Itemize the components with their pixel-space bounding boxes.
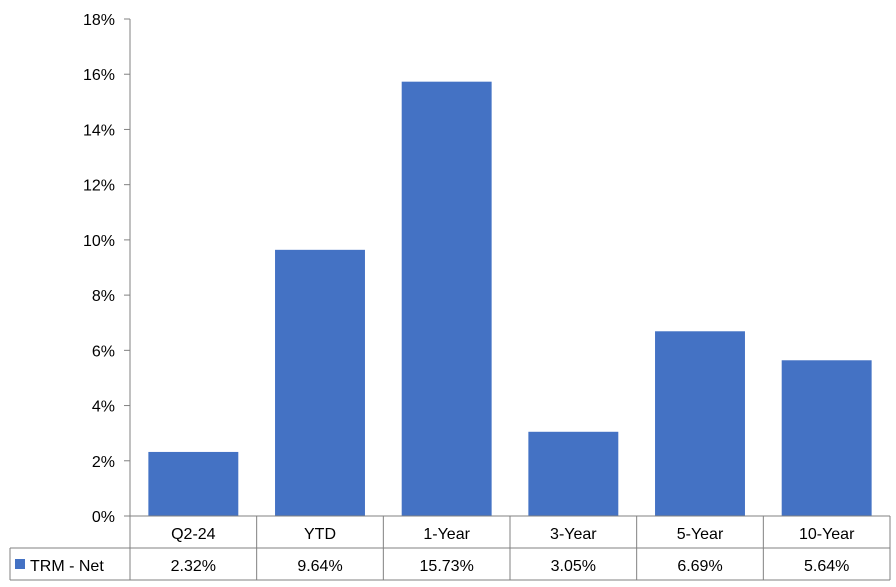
data-value-label: 6.69% xyxy=(677,558,722,575)
y-tick-label: 18% xyxy=(83,12,115,29)
y-tick-label: 10% xyxy=(83,233,115,250)
data-value-label: 3.05% xyxy=(551,558,596,575)
data-table: Q2-24 YTD 1-Year 3-Year 5-Year 10-Year TRM - N… xyxy=(9,515,891,581)
data-value-label: 5.64% xyxy=(804,558,849,575)
data-value-label: 2.32% xyxy=(171,558,216,575)
legend-swatch xyxy=(15,559,25,569)
category-label: 10-Year xyxy=(799,526,855,543)
legend-label: TRM - Net xyxy=(30,558,104,575)
bar xyxy=(528,431,619,516)
category-label: Q2-24 xyxy=(171,526,216,543)
y-axis: 0% 2% 4% 6% 8% 10% 12% 14% 16% 18% xyxy=(83,12,131,526)
bar xyxy=(275,249,365,516)
bar xyxy=(148,451,239,516)
bar-series xyxy=(148,81,872,517)
category-label: YTD xyxy=(304,526,336,543)
y-tick-label: 8% xyxy=(92,288,115,305)
data-value-label: 15.73% xyxy=(420,558,474,575)
category-label: 1-Year xyxy=(423,526,470,543)
data-value-label: 9.64% xyxy=(297,558,342,575)
y-tick-label: 14% xyxy=(83,122,115,139)
y-tick-label: 4% xyxy=(92,399,115,416)
bar xyxy=(655,331,745,516)
y-tick-label: 16% xyxy=(83,67,115,84)
bar xyxy=(401,81,492,517)
bar xyxy=(781,360,872,516)
y-tick-label: 0% xyxy=(92,509,115,526)
y-tick-label: 2% xyxy=(92,454,115,471)
category-label: 5-Year xyxy=(677,526,724,543)
y-tick-label: 12% xyxy=(83,178,115,195)
y-tick-label: 6% xyxy=(92,343,115,360)
category-label: 3-Year xyxy=(550,526,597,543)
